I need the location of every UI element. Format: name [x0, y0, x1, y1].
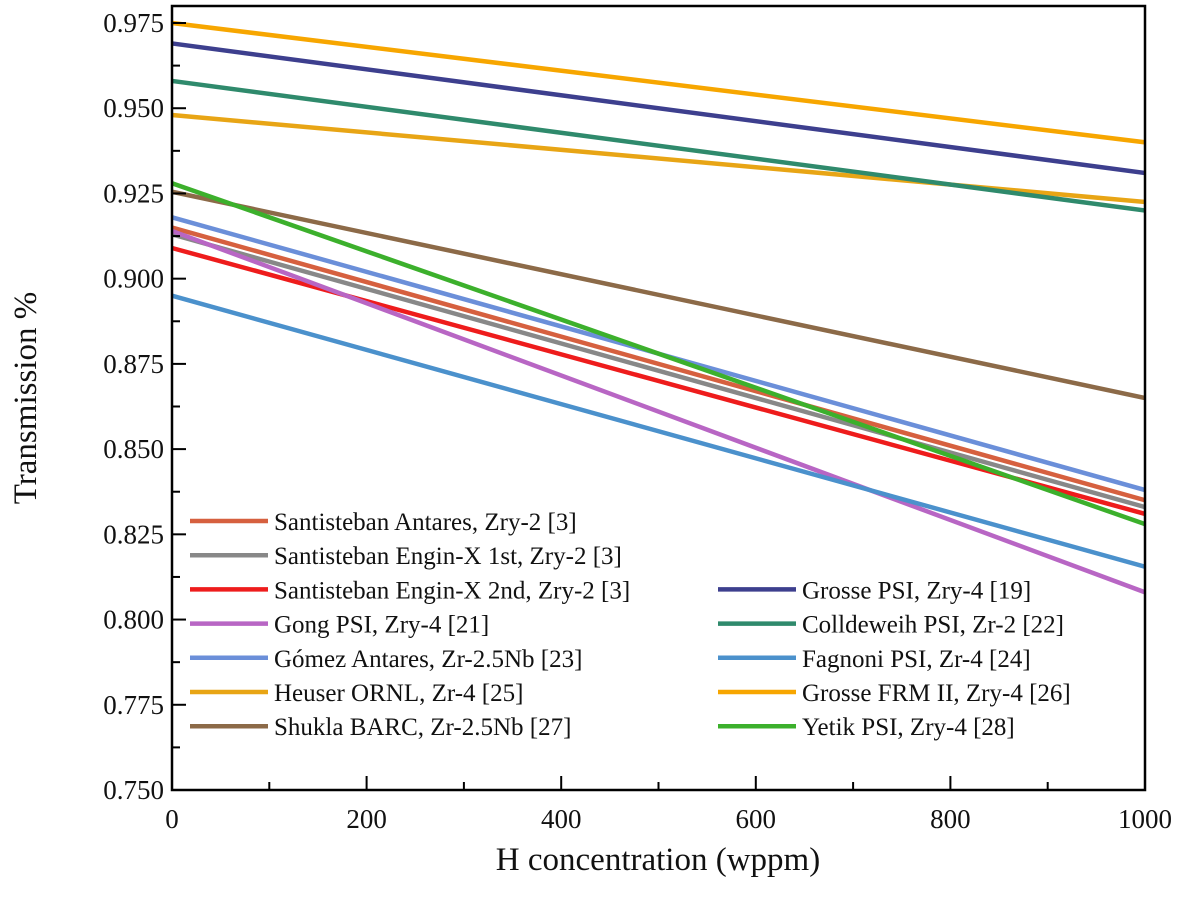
- y-tick-label: 0.875: [103, 349, 164, 379]
- y-tick-label: 0.975: [103, 8, 164, 38]
- legend-label: Santisteban Engin-X 1st, Zry-2 [3]: [274, 543, 622, 570]
- y-tick-labels: 0.750 0.775 0.800 0.825 0.850 0.875 0.900 0.925…: [103, 8, 164, 805]
- series-line-8: [171, 78, 1146, 213]
- series-line-9: [171, 293, 1146, 569]
- legend-label: Yetik PSI, Zry-4 [28]: [802, 714, 1015, 741]
- x-tick-label: 600: [736, 804, 777, 834]
- legend-item-0: Santisteban Antares, Zry-2 [3]: [190, 509, 577, 536]
- legend-label: Shukla BARC, Zr-2.5Nb [27]: [274, 714, 571, 741]
- series-line-6: [171, 189, 1146, 401]
- legend-item-8: Colldeweih PSI, Zr-2 [22]: [718, 612, 1064, 639]
- legend-label: Grosse FRM II, Zry-4 [26]: [802, 680, 1071, 707]
- series-line-3: [171, 228, 1146, 595]
- x-axis-label: H concentration (wppm): [496, 842, 820, 878]
- y-tick-label: 0.775: [103, 690, 164, 720]
- series-line-1: [171, 232, 1146, 510]
- series-lines: [171, 20, 1146, 595]
- legend-item-6: Shukla BARC, Zr-2.5Nb [27]: [190, 714, 571, 741]
- legend-item-7: Grosse PSI, Zry-4 [19]: [718, 577, 1031, 604]
- y-tick-label: 0.800: [103, 605, 164, 635]
- legend-item-10: Grosse FRM II, Zry-4 [26]: [718, 680, 1071, 707]
- y-tick-label: 0.950: [103, 93, 164, 123]
- y-tick-label: 0.900: [103, 264, 164, 294]
- series-line-10: [171, 20, 1146, 145]
- y-tick-label: 0.925: [103, 178, 164, 208]
- y-axis-label: Transmission %: [8, 292, 44, 504]
- legend-item-5: Heuser ORNL, Zr-4 [25]: [190, 680, 523, 707]
- legend-item-11: Yetik PSI, Zry-4 [28]: [718, 714, 1015, 741]
- axis-ticks: [171, 22, 1146, 791]
- series-line-0: [171, 225, 1146, 503]
- x-tick-label: 0: [165, 804, 179, 834]
- legend-item-1: Santisteban Engin-X 1st, Zry-2 [3]: [190, 543, 622, 570]
- series-line-11: [171, 181, 1146, 527]
- legend-label: Gómez Antares, Zr-2.5Nb [23]: [274, 646, 582, 673]
- x-tick-label: 200: [346, 804, 387, 834]
- x-tick-label: 1000: [1118, 804, 1172, 834]
- legend: Santisteban Antares, Zry-2 [3] Santisteba…: [190, 509, 1071, 741]
- x-tick-label: 800: [930, 804, 971, 834]
- legend-item-4: Gómez Antares, Zr-2.5Nb [23]: [190, 646, 582, 673]
- legend-label: Colldeweih PSI, Zr-2 [22]: [802, 612, 1064, 639]
- legend-label: Grosse PSI, Zry-4 [19]: [802, 577, 1031, 604]
- legend-label: Santisteban Engin-X 2nd, Zry-2 [3]: [274, 577, 630, 604]
- legend-label: Heuser ORNL, Zr-4 [25]: [274, 680, 523, 707]
- legend-item-3: Gong PSI, Zry-4 [21]: [190, 612, 489, 639]
- series-line-7: [171, 41, 1146, 176]
- y-tick-label: 0.825: [103, 519, 164, 549]
- legend-label: Gong PSI, Zry-4 [21]: [274, 612, 489, 639]
- y-tick-label: 0.850: [103, 434, 164, 464]
- legend-item-2: Santisteban Engin-X 2nd, Zry-2 [3]: [190, 577, 630, 604]
- legend-label: Santisteban Antares, Zry-2 [3]: [274, 509, 577, 536]
- x-tick-labels: 0 200 400 600 800 1000: [165, 804, 1172, 834]
- y-tick-label: 0.750: [103, 775, 164, 805]
- x-tick-label: 400: [541, 804, 582, 834]
- legend-item-9: Fagnoni PSI, Zr-4 [24]: [718, 646, 1031, 673]
- legend-label: Fagnoni PSI, Zr-4 [24]: [802, 646, 1031, 673]
